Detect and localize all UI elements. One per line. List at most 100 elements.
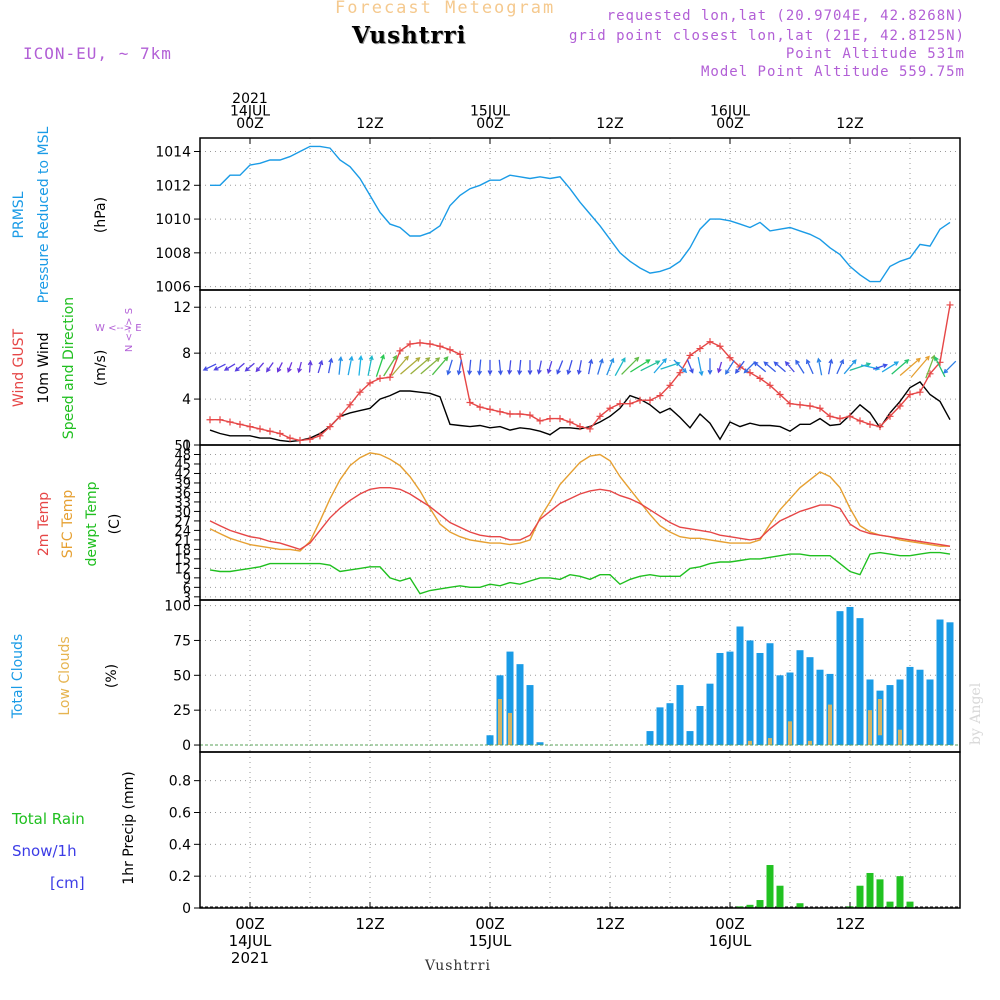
y-tick-label: 0.8 bbox=[169, 774, 191, 790]
meteogram-title: Forecast Meteogram bbox=[335, 0, 556, 18]
y-tick-label: 12 bbox=[173, 300, 191, 316]
y-tick-label: 33 bbox=[174, 496, 191, 511]
wind-arrow bbox=[477, 359, 483, 376]
low-cloud-bar bbox=[498, 699, 502, 746]
gust-marker bbox=[876, 423, 884, 431]
rain-bar bbox=[756, 900, 764, 908]
top-time-tick-label: 00Z bbox=[476, 116, 503, 132]
total-cloud-bar bbox=[906, 694, 914, 746]
gust-marker bbox=[866, 420, 874, 428]
wind-arrow bbox=[234, 362, 245, 372]
requested-coords: requested lon,lat (20.9704E, 42.8268N) bbox=[606, 8, 965, 24]
y-tick-label: 75 bbox=[173, 633, 191, 649]
panel-axis-label: 2m Temp bbox=[36, 492, 52, 556]
gust-marker bbox=[306, 435, 314, 443]
wind-arrow bbox=[446, 359, 453, 376]
total-cloud-bar bbox=[706, 683, 714, 746]
gust-marker bbox=[776, 390, 784, 398]
gust-marker bbox=[466, 399, 474, 407]
gust-marker bbox=[616, 400, 624, 408]
wind-arrow bbox=[383, 354, 398, 377]
gust-marker bbox=[346, 401, 354, 409]
total-cloud-bar bbox=[646, 731, 654, 746]
total-cloud-bar bbox=[686, 731, 694, 746]
wind-arrow bbox=[934, 355, 946, 378]
panel-axis-label: Speed and Direction bbox=[61, 297, 77, 439]
wind-arrow bbox=[338, 355, 344, 375]
y-tick-label: 6 bbox=[183, 581, 191, 596]
wind-arrow bbox=[467, 359, 473, 376]
wind-arrow bbox=[849, 362, 872, 371]
wind-arrow bbox=[266, 362, 274, 373]
grid-point-coords: grid point closest lon,lat (21E, 42.8125… bbox=[568, 28, 965, 44]
model-label: ICON-EU, ~ 7km bbox=[23, 44, 172, 63]
gust-marker bbox=[746, 369, 754, 377]
wind-arrow bbox=[576, 360, 582, 376]
gust-marker bbox=[566, 418, 574, 426]
gust-marker bbox=[266, 427, 274, 435]
wind-arrow bbox=[784, 360, 795, 373]
total-cloud-bar bbox=[936, 619, 944, 746]
wind-arrow bbox=[614, 357, 626, 377]
gust-marker bbox=[836, 415, 844, 423]
total-cloud-bar bbox=[656, 707, 664, 746]
panel-frame bbox=[199, 751, 961, 909]
wind-arrow bbox=[497, 359, 503, 376]
gust-marker bbox=[816, 404, 824, 412]
rain-bar bbox=[796, 903, 804, 908]
wind-arrow bbox=[763, 361, 777, 373]
gust-marker bbox=[276, 430, 284, 438]
y-tick-label: 1012 bbox=[155, 178, 191, 194]
wind-arrow bbox=[400, 357, 421, 375]
gust-marker bbox=[676, 369, 684, 377]
y-tick-label: 18 bbox=[174, 543, 191, 558]
panel-axis-label: Pressure Reduced to MSL bbox=[36, 126, 52, 303]
total-cloud-bar bbox=[926, 679, 934, 746]
gust-marker bbox=[696, 345, 704, 353]
gust-marker bbox=[886, 412, 894, 420]
gust-marker bbox=[496, 408, 504, 416]
total-cloud-bar bbox=[526, 685, 534, 746]
y-tick-label: 15 bbox=[174, 553, 191, 568]
wind-arrow bbox=[527, 360, 533, 376]
wind-arrow bbox=[375, 354, 385, 377]
point-altitude: Point Altitude 531m bbox=[785, 46, 965, 62]
top-time-tick-label: 12Z bbox=[356, 116, 383, 132]
wind-arrow bbox=[517, 359, 523, 376]
total-cloud-bar bbox=[796, 650, 804, 746]
gust-marker bbox=[786, 400, 794, 408]
wind-arrow bbox=[223, 363, 236, 371]
wind-arrow bbox=[536, 360, 542, 375]
rain-bar bbox=[736, 906, 744, 908]
panel-axis-label: 10m Wind bbox=[36, 332, 52, 403]
precip-legend-label: Total Rain bbox=[11, 810, 85, 828]
panel-frame bbox=[199, 137, 961, 291]
low-cloud-bar bbox=[768, 738, 772, 746]
gust-marker bbox=[646, 396, 654, 404]
wind-arrow bbox=[891, 359, 910, 375]
wind-arrow bbox=[347, 355, 354, 376]
y-tick-label: 30 bbox=[174, 505, 191, 520]
rain-bar bbox=[896, 876, 904, 908]
y-tick-label: 21 bbox=[174, 534, 191, 549]
dewpoint-line bbox=[209, 551, 951, 595]
total-cloud-bar bbox=[736, 626, 744, 746]
top-time-tick-label: 00Z bbox=[716, 116, 743, 132]
wind-arrow bbox=[410, 357, 431, 375]
wind-arrow bbox=[307, 360, 313, 373]
wind-arrow bbox=[202, 363, 217, 371]
panel-axis-label: PRMSL bbox=[11, 191, 27, 238]
gust-marker bbox=[666, 381, 674, 389]
gust-marker bbox=[356, 388, 364, 396]
gust-marker bbox=[286, 434, 294, 442]
y-tick-label: 45 bbox=[174, 458, 191, 473]
top-time-tick-label: 15JUL bbox=[470, 104, 510, 120]
wind-arrow bbox=[597, 358, 604, 375]
bottom-time-tick-label: 00Z bbox=[475, 915, 504, 933]
wind-arrow bbox=[753, 361, 767, 373]
total-cloud-bar bbox=[886, 714, 894, 746]
total-cloud-bar bbox=[716, 652, 724, 746]
gust-marker bbox=[456, 350, 464, 358]
total-cloud-bar bbox=[896, 707, 904, 746]
wind-arrow bbox=[566, 360, 573, 376]
